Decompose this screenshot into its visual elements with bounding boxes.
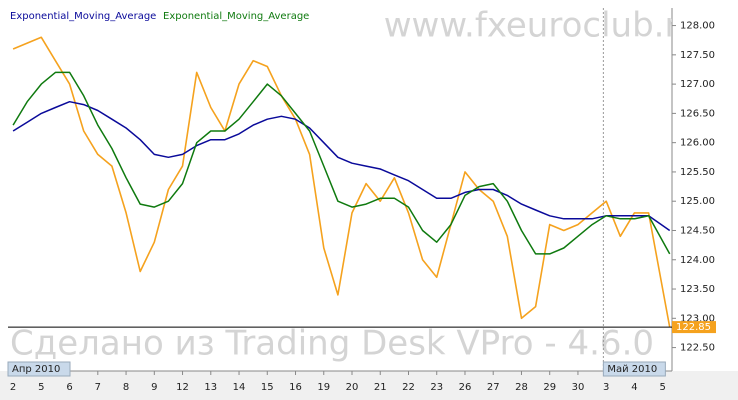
- x-tick-label: 23: [430, 382, 443, 393]
- legend-entry: Exponential_Moving_Average: [10, 11, 156, 22]
- x-tick-label: 12: [176, 382, 189, 393]
- legend-entry: Exponential_Moving_Average: [163, 11, 309, 22]
- x-tick-label: 13: [204, 382, 217, 393]
- current-price-box: [672, 321, 716, 334]
- y-tick-label: 124.50: [680, 225, 715, 236]
- month-label-box: [602, 361, 666, 377]
- y-tick-label: 127.00: [680, 79, 715, 90]
- x-tick-label: 5: [38, 382, 44, 393]
- x-tick-label: 7: [95, 382, 101, 393]
- x-tick-label: 9: [151, 382, 157, 393]
- series-line: [12, 100, 671, 232]
- month-label: Май 2010: [607, 364, 657, 375]
- x-tick-label: 22: [402, 382, 415, 393]
- x-tick-label: 4: [631, 382, 637, 393]
- x-tick-label: 28: [515, 382, 528, 393]
- x-tick-label: 2: [10, 382, 16, 393]
- x-tick-label: 8: [123, 382, 129, 393]
- current-price-label: 122.85: [676, 322, 711, 333]
- x-tick-label: 27: [487, 382, 500, 393]
- y-tick-label: 127.50: [680, 50, 715, 61]
- month-label: Апр 2010: [12, 364, 60, 375]
- y-tick-label: 122.50: [680, 343, 715, 354]
- plot-area: www.fxeuroclub.ru Сделано из Trading Des…: [10, 6, 700, 371]
- x-tick-label: 29: [543, 382, 556, 393]
- x-tick-label: 20: [346, 382, 359, 393]
- y-tick-label: 126.50: [680, 108, 715, 119]
- x-tick-label: 3: [603, 382, 609, 393]
- y-tick-label: 126.00: [680, 138, 715, 149]
- y-tick-label: 125.50: [680, 167, 715, 178]
- x-tick-label: 16: [289, 382, 302, 393]
- x-tick-label: 5: [659, 382, 665, 393]
- series-line: [12, 36, 671, 328]
- x-tick-label: 15: [261, 382, 274, 393]
- y-tick-label: 124.00: [680, 255, 715, 266]
- watermark: www.fxeuroclub.ru: [384, 6, 700, 46]
- x-tick-label: 19: [317, 382, 330, 393]
- month-label-box: [7, 361, 71, 377]
- x-tick-label: 30: [572, 382, 585, 393]
- series-line: [12, 71, 671, 255]
- x-tick-label: 6: [66, 382, 72, 393]
- y-tick-label: 128.00: [680, 21, 715, 32]
- x-tick-label: 21: [374, 382, 387, 393]
- x-tick-label: 14: [233, 382, 246, 393]
- y-tick-label: 123.50: [680, 284, 715, 295]
- x-tick-label: 26: [459, 382, 472, 393]
- watermark: Сделано из Trading Desk VPro - 4.6.0: [10, 324, 654, 364]
- y-tick-label: 125.00: [680, 196, 715, 207]
- y-tick-label: 123.00: [680, 313, 715, 324]
